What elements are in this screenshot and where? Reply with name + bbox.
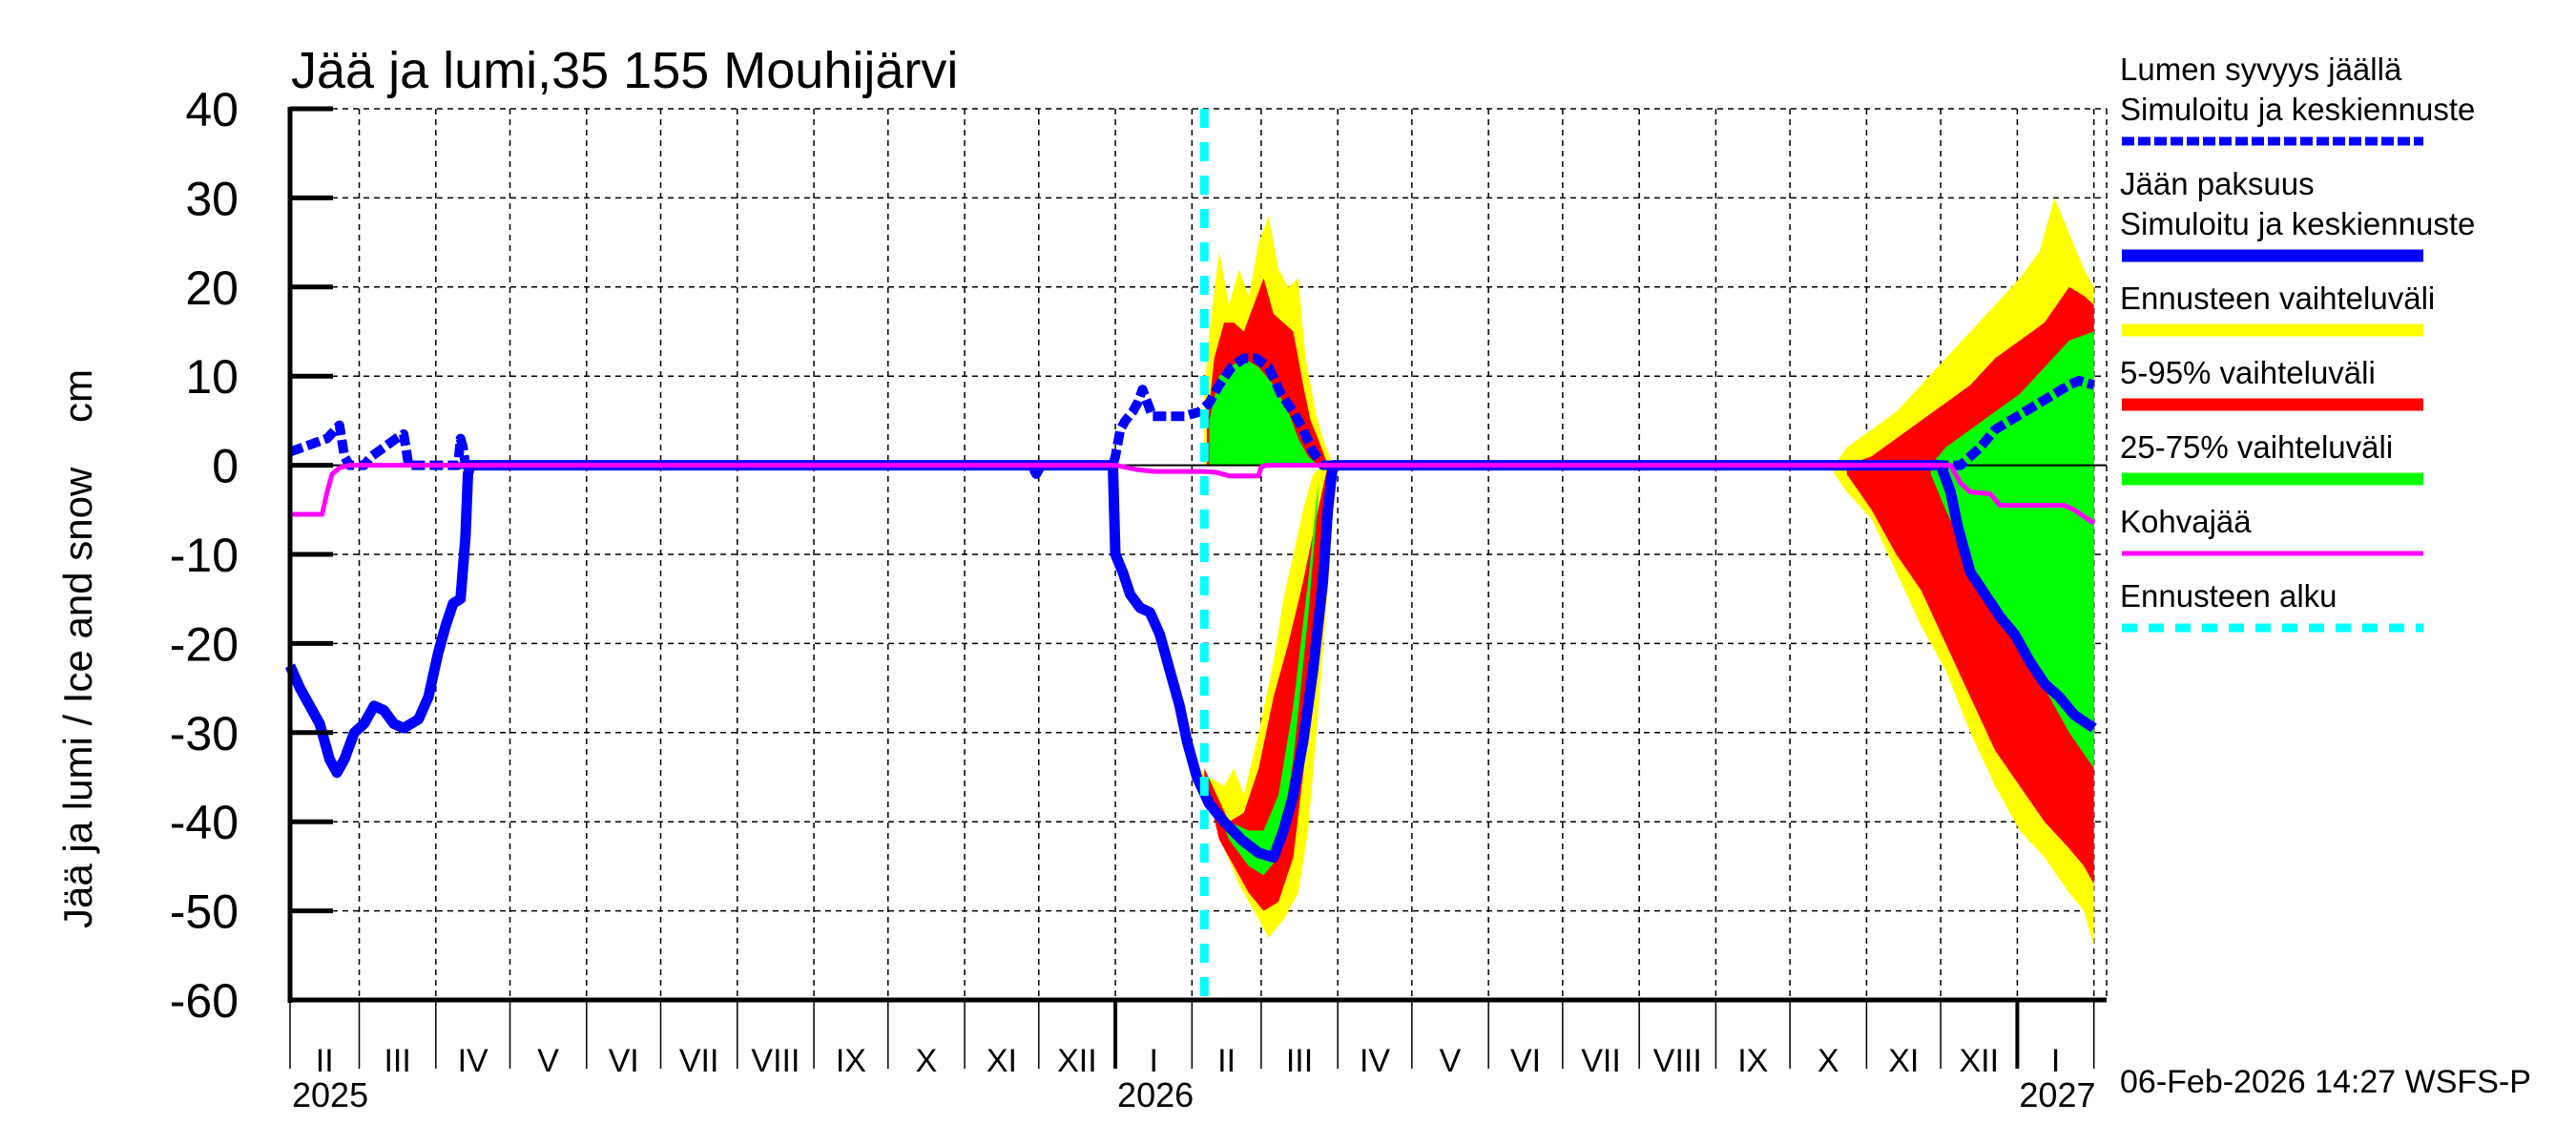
month-label: VII xyxy=(679,1043,719,1079)
month-label: VII xyxy=(1581,1043,1621,1079)
month-label: XI xyxy=(987,1043,1017,1079)
month-label: II xyxy=(1217,1043,1236,1079)
legend: Lumen syvyys jäällä Simuloitu ja keskienn… xyxy=(2120,52,2475,633)
ice-thickness-line xyxy=(284,460,2097,864)
month-label: IX xyxy=(1737,1043,1768,1079)
y-tick-label: 30 xyxy=(185,172,239,225)
y-tick-label: -40 xyxy=(170,796,239,849)
legend-label: Simuloitu ja keskiennuste xyxy=(2120,92,2475,127)
month-label: V xyxy=(537,1043,559,1079)
x-tick-labels: II III IV V VI VII VIII IX X XI XII I II III IV V VI VII V… xyxy=(292,1043,2096,1114)
band-00ff00 xyxy=(1209,358,1319,466)
footer-timestamp: 06-Feb-2026 14:27 WSFS-P xyxy=(2120,1064,2531,1100)
month-label: VIII xyxy=(1653,1043,1702,1079)
y-tick-labels: 40 30 20 10 0 -10 -20 -30 -40 -50 -60 xyxy=(170,83,239,1028)
year-label: 2025 xyxy=(292,1075,368,1114)
legend-label: Jään paksuus xyxy=(2120,166,2315,201)
forecast-bands xyxy=(1199,198,2094,947)
month-label: II xyxy=(316,1043,334,1079)
legend-label: Ennusteen vaihteluväli xyxy=(2120,281,2435,316)
y-tick-label: 10 xyxy=(185,350,239,404)
month-label: XII xyxy=(1959,1043,1999,1079)
legend-label: 5-95% vaihteluväli xyxy=(2120,355,2376,390)
month-label: III xyxy=(1286,1043,1313,1079)
month-label: VI xyxy=(609,1043,639,1079)
month-label: I xyxy=(2051,1043,2060,1079)
legend-label: Kohvajää xyxy=(2120,504,2252,539)
grid-lines xyxy=(290,108,2108,1000)
month-label: XI xyxy=(1888,1043,1919,1079)
band-ff0000 xyxy=(1204,465,1331,911)
month-label: IV xyxy=(458,1043,488,1079)
data-lines xyxy=(284,109,2107,1000)
month-label: IV xyxy=(1360,1043,1390,1079)
snow-depth-line xyxy=(288,353,2096,479)
y-tick-label: -50 xyxy=(170,885,239,939)
y-tick-label: -60 xyxy=(170,974,239,1028)
month-label: I xyxy=(1149,1043,1157,1079)
y-axis-label: Jää ja lumi / Ice and snow cm xyxy=(55,369,100,928)
month-label: X xyxy=(1818,1043,1839,1079)
y-tick-label: 40 xyxy=(185,83,239,136)
month-label: VI xyxy=(1510,1043,1541,1079)
legend-label: Ennusteen alku xyxy=(2120,578,2337,614)
y-tick-label: -20 xyxy=(170,617,239,671)
legend-label: 25-75% vaihteluväli xyxy=(2120,429,2393,465)
band-00ff00 xyxy=(1214,483,1319,876)
month-label: XII xyxy=(1057,1043,1097,1079)
month-label: V xyxy=(1440,1043,1462,1079)
y-tick-label: 0 xyxy=(212,440,239,493)
legend-label: Lumen syvyys jäällä xyxy=(2120,52,2402,87)
year-label: 2026 xyxy=(1117,1075,1194,1114)
month-label: IX xyxy=(836,1043,866,1079)
year-label: 2027 xyxy=(2019,1075,2095,1114)
band-00ff00 xyxy=(1930,331,2094,769)
y-tick-label: -10 xyxy=(170,529,239,582)
slush-ice-line xyxy=(290,463,2096,526)
month-label: X xyxy=(916,1043,938,1079)
band-ffff00 xyxy=(1199,465,1333,938)
legend-label: Simuloitu ja keskiennuste xyxy=(2120,206,2475,241)
chart-title: Jää ja lumi,35 155 Mouhijärvi xyxy=(291,42,958,99)
month-label: III xyxy=(384,1043,410,1079)
month-label: VIII xyxy=(751,1043,800,1079)
axes xyxy=(287,106,2107,1069)
y-tick-label: -30 xyxy=(170,707,239,760)
y-tick-label: 20 xyxy=(185,261,239,315)
